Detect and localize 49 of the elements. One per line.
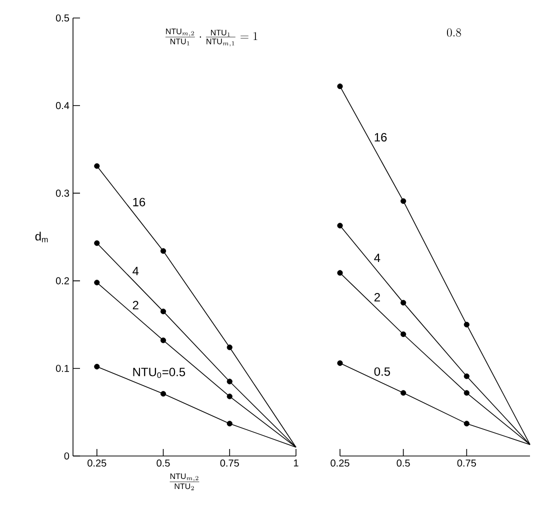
x-tick-label: 0.5 (396, 460, 410, 467)
point (226, 420, 232, 426)
point (337, 270, 343, 276)
x-tick-label: 0.75 (220, 460, 239, 467)
point (226, 344, 232, 350)
series-label: 2 (374, 292, 380, 302)
point (226, 394, 232, 400)
point (337, 84, 343, 90)
x-tick-label: 0.25 (330, 460, 350, 467)
point (160, 308, 166, 314)
x-tick-label: 0.75 (457, 460, 476, 467)
series-label: 2 (132, 300, 138, 310)
point (400, 331, 406, 338)
point (400, 390, 406, 396)
x-tick-label: 0.5 (156, 460, 170, 467)
y-tick-label: 0.4 (56, 102, 70, 110)
point (94, 240, 100, 246)
point (94, 280, 100, 286)
y-tick-label: 0.1 (56, 364, 69, 372)
series-label: 4 (374, 254, 380, 262)
series-label: 16 (133, 198, 146, 206)
y-tick-label: 0.2 (56, 277, 69, 284)
point (464, 390, 470, 396)
point (94, 163, 100, 169)
point (226, 378, 232, 384)
point (400, 300, 406, 306)
point (337, 360, 343, 366)
y-tick-label: 0.3 (56, 190, 70, 197)
point (464, 322, 470, 328)
point (337, 222, 343, 228)
y-tick-label: 0.5 (56, 14, 70, 22)
point (464, 420, 470, 426)
x-tick-label: 1 (294, 460, 298, 466)
x-axis-title: $\frac{\mathrm{NTU}_{m,2}}{\mathrm{NTU}_{2}}$ (170, 473, 200, 490)
text: $\frac{\mathrm{NTU}_{m,2}}{\mathrm{NTU}_{1}}\cdot\frac{\mathrm{NTU}_{1}}{\mathrm{NTU}_{m,1}}=1$ (165, 28, 258, 46)
point (464, 373, 470, 380)
point (160, 338, 166, 344)
x-tick-label: 0.25 (88, 460, 106, 467)
point (94, 364, 100, 370)
series-label: 4 (132, 266, 139, 276)
series-label: NTU$_{0}$=0.5 (133, 368, 186, 378)
point (160, 248, 166, 254)
y-axis-title: d$_{m}$ (35, 232, 48, 242)
y-tick-label: 0 (64, 452, 70, 460)
series-label: 16 (374, 133, 387, 142)
point (400, 198, 406, 204)
series-label: 0.5 (374, 367, 390, 376)
point (160, 390, 166, 397)
text: $0.8$ (446, 28, 462, 37)
